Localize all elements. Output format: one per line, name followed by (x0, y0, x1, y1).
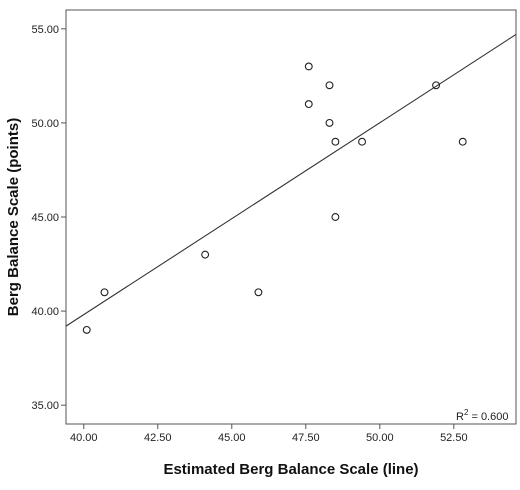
data-point (358, 137, 367, 146)
y-tick-label: 55.00 (31, 24, 59, 36)
r-squared-annotation: R2 = 0.600 (456, 408, 508, 423)
data-point (254, 288, 263, 297)
x-tick-label: 47.50 (292, 432, 320, 444)
x-axis-title: Estimated Berg Balance Scale (line) (163, 461, 418, 478)
data-point (100, 288, 109, 297)
data-point (304, 100, 313, 109)
data-point (458, 137, 467, 146)
data-point (432, 81, 441, 90)
data-point (331, 213, 340, 221)
y-tick-label: 35.00 (31, 400, 59, 412)
data-points-layer (82, 62, 467, 334)
plot-area-frame (65, 9, 517, 425)
r-squared-superscript: 2 (464, 408, 469, 417)
r-squared-prefix: R (456, 411, 464, 423)
data-point (331, 137, 340, 146)
y-tick-label: 40.00 (31, 306, 59, 318)
y-tick-label: 45.00 (31, 212, 59, 224)
y-tick-label: 50.00 (31, 118, 59, 130)
r-squared-value: = 0.600 (468, 411, 508, 423)
y-axis-title: Berg Balance Scale (points) (5, 118, 22, 316)
x-tick-label: 45.00 (218, 432, 246, 444)
data-point (325, 118, 334, 127)
x-tick-label: 50.00 (366, 432, 394, 444)
regression-line (65, 34, 517, 327)
fit-line-layer (65, 34, 517, 327)
data-point (304, 62, 313, 71)
x-tick-label: 40.00 (70, 432, 98, 444)
data-point (82, 325, 91, 334)
ticks-layer: 40.00 42.50 45.00 47.50 50.00 52.50 35.00 40.00… (31, 24, 467, 444)
x-tick-label: 52.50 (440, 432, 468, 444)
x-tick-label: 42.50 (144, 432, 172, 444)
data-point (201, 250, 210, 259)
data-point (325, 81, 334, 90)
